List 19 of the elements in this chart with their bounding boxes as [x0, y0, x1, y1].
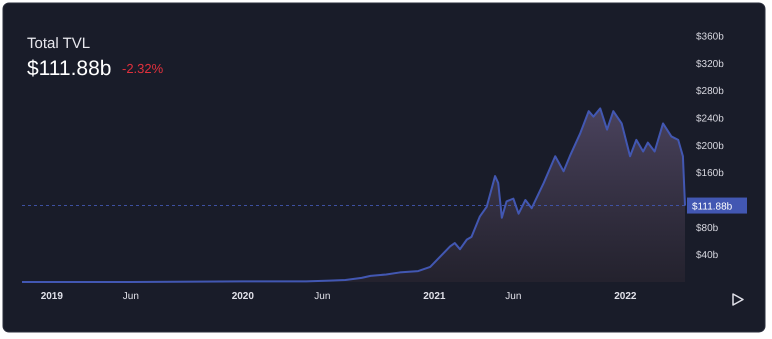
x-tick-label: Jun — [505, 291, 522, 302]
x-tick-label: 2019 — [40, 291, 64, 302]
y-tick-label: $160b — [696, 168, 724, 180]
x-tick-label: Jun — [314, 291, 330, 302]
y-tick-label: $40b — [696, 250, 719, 262]
y-tick-label: $200b — [696, 140, 724, 152]
y-tick-label: $80b — [696, 222, 719, 234]
x-tick-label: 2021 — [423, 291, 446, 302]
x-tick-label: 2022 — [614, 291, 637, 302]
chart-title: Total TVL — [27, 35, 90, 52]
text: $111.88b — [27, 57, 112, 80]
x-tick-label: 2020 — [232, 291, 254, 302]
y-tick-label: $360b — [696, 32, 724, 42]
y-tick-label: $320b — [696, 58, 724, 70]
ref-line-label: $111.88b — [692, 202, 733, 213]
annotation: -2.32% — [122, 61, 164, 76]
x-tick-label: Jun — [122, 291, 139, 302]
y-tick-label: $280b — [696, 86, 724, 98]
y-tick-label: $240b — [696, 114, 724, 124]
